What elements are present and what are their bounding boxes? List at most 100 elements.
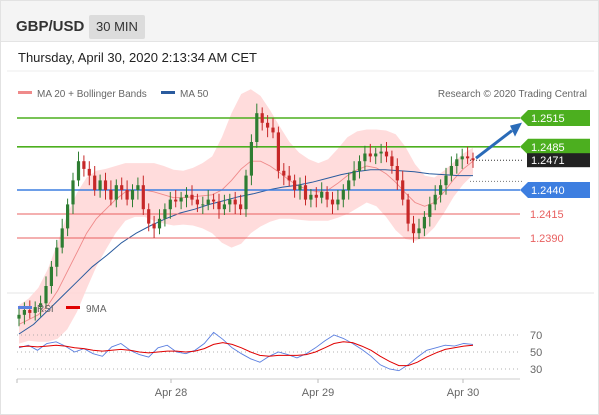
- candle-body: [33, 307, 37, 313]
- current-price-tag: [527, 153, 590, 168]
- candle-body: [266, 122, 270, 128]
- candle-body: [206, 199, 210, 205]
- candle-body: [39, 303, 43, 308]
- candle-body: [255, 113, 259, 142]
- candle-body: [379, 151, 383, 154]
- ma20-legend-label: MA 20 + Bollinger Bands: [37, 89, 147, 100]
- candle-body: [417, 228, 421, 234]
- level-label-1-2415: 1.2415: [530, 209, 564, 221]
- candle-body: [28, 310, 32, 313]
- candle-body: [222, 204, 226, 210]
- candle-body: [282, 170, 286, 176]
- candle-body: [374, 153, 378, 157]
- candle-body: [314, 194, 318, 198]
- candle-body: [114, 185, 118, 200]
- candle-body: [49, 266, 53, 286]
- x-tick-label: Apr 30: [447, 387, 479, 399]
- candle-body: [76, 161, 81, 181]
- price-level-labels: 1.2515 1.2485 1.2440 1.2415 1.2390 1.2471: [475, 110, 590, 245]
- x-tick-label: Apr 29: [302, 387, 334, 399]
- candle-body: [66, 204, 70, 229]
- level-tag-1-2440: [520, 182, 590, 198]
- candle-body: [244, 175, 248, 210]
- candle-body: [411, 223, 416, 234]
- candle-body: [303, 185, 308, 200]
- instrument-title: GBP/USD: [16, 18, 85, 35]
- candle-body: [55, 247, 59, 267]
- candle-body: [471, 158, 475, 161]
- rsi-legend-swatch: [18, 306, 32, 309]
- candle-body: [152, 223, 156, 229]
- candle-body: [157, 218, 162, 229]
- timeframe-badge[interactable]: 30 MIN: [89, 15, 145, 39]
- candle-body: [444, 175, 448, 186]
- current-price-label: 1.2471: [531, 155, 565, 167]
- candle-body: [249, 142, 253, 176]
- candle-body: [233, 199, 237, 205]
- research-credit: Research © 2020 Trading Central: [438, 89, 587, 100]
- candle-body: [352, 170, 356, 181]
- candle-body: [428, 204, 432, 217]
- rsi-line: [18, 331, 474, 372]
- candle-body: [439, 185, 443, 195]
- candle-body: [120, 185, 124, 190]
- level-label-1-2485: 1.2485: [531, 142, 565, 154]
- candle-body: [363, 153, 367, 162]
- candle-body: [195, 199, 199, 205]
- candle-body: [44, 286, 48, 304]
- forecast-arrow-shaft: [475, 129, 513, 160]
- candle-body: [390, 156, 394, 166]
- candle-body: [87, 168, 91, 176]
- rsi-panel: 70 50 30: [17, 330, 542, 376]
- candlesticks: [17, 103, 475, 327]
- candle-body: [395, 166, 399, 181]
- candle-body: [330, 199, 335, 205]
- header-bar: GBP/USD 30 MIN: [1, 1, 598, 42]
- candle-body: [179, 197, 183, 202]
- ma20-legend-swatch: [18, 91, 32, 94]
- candle-body: [82, 161, 86, 169]
- candle-body: [466, 156, 470, 159]
- rsi-legend-label: RSI: [37, 304, 54, 315]
- price-levels: [17, 117, 522, 239]
- chart-datetime: Thursday, April 30, 2020 2:13:34 AM CET: [18, 50, 257, 65]
- candle-body: [98, 180, 102, 190]
- candle-body: [136, 185, 140, 190]
- candle-body: [449, 166, 453, 176]
- candle-body: [460, 156, 464, 160]
- candle-body: [276, 132, 280, 171]
- candle-body: [130, 190, 135, 200]
- candle-body: [406, 199, 410, 224]
- candle-body: [368, 153, 372, 157]
- candle-body: [60, 228, 64, 248]
- candle-body: [433, 194, 437, 205]
- candle-body: [271, 127, 275, 133]
- ma50-legend-swatch: [161, 91, 175, 94]
- candle-body: [201, 204, 205, 206]
- candle-body: [190, 194, 194, 200]
- forecast-arrow-head: [510, 122, 522, 137]
- candle-body: [71, 180, 75, 205]
- candle-body: [401, 180, 405, 200]
- candle-body: [184, 194, 189, 198]
- candle-body: [147, 209, 151, 224]
- candle-body: [212, 199, 216, 202]
- candle-body: [17, 314, 21, 319]
- level-label-1-2390: 1.2390: [530, 233, 564, 245]
- candle-body: [357, 161, 362, 171]
- x-axis: Apr 28 Apr 29 Apr 30: [16, 379, 479, 399]
- candle-body: [168, 199, 172, 210]
- candle-body: [174, 199, 178, 202]
- candle-body: [109, 190, 113, 200]
- level-label-1-2515: 1.2515: [531, 113, 565, 125]
- candle-body: [455, 159, 459, 166]
- rsi-level-label-70: 70: [530, 330, 542, 342]
- candle-body: [93, 175, 97, 190]
- candle-body: [103, 180, 108, 190]
- candle-body: [287, 175, 291, 181]
- rsi-ma-legend-swatch: [66, 306, 80, 309]
- rsi-level-label-50: 50: [530, 347, 542, 359]
- candle-body: [22, 310, 26, 315]
- level-label-1-2440: 1.2440: [531, 185, 565, 197]
